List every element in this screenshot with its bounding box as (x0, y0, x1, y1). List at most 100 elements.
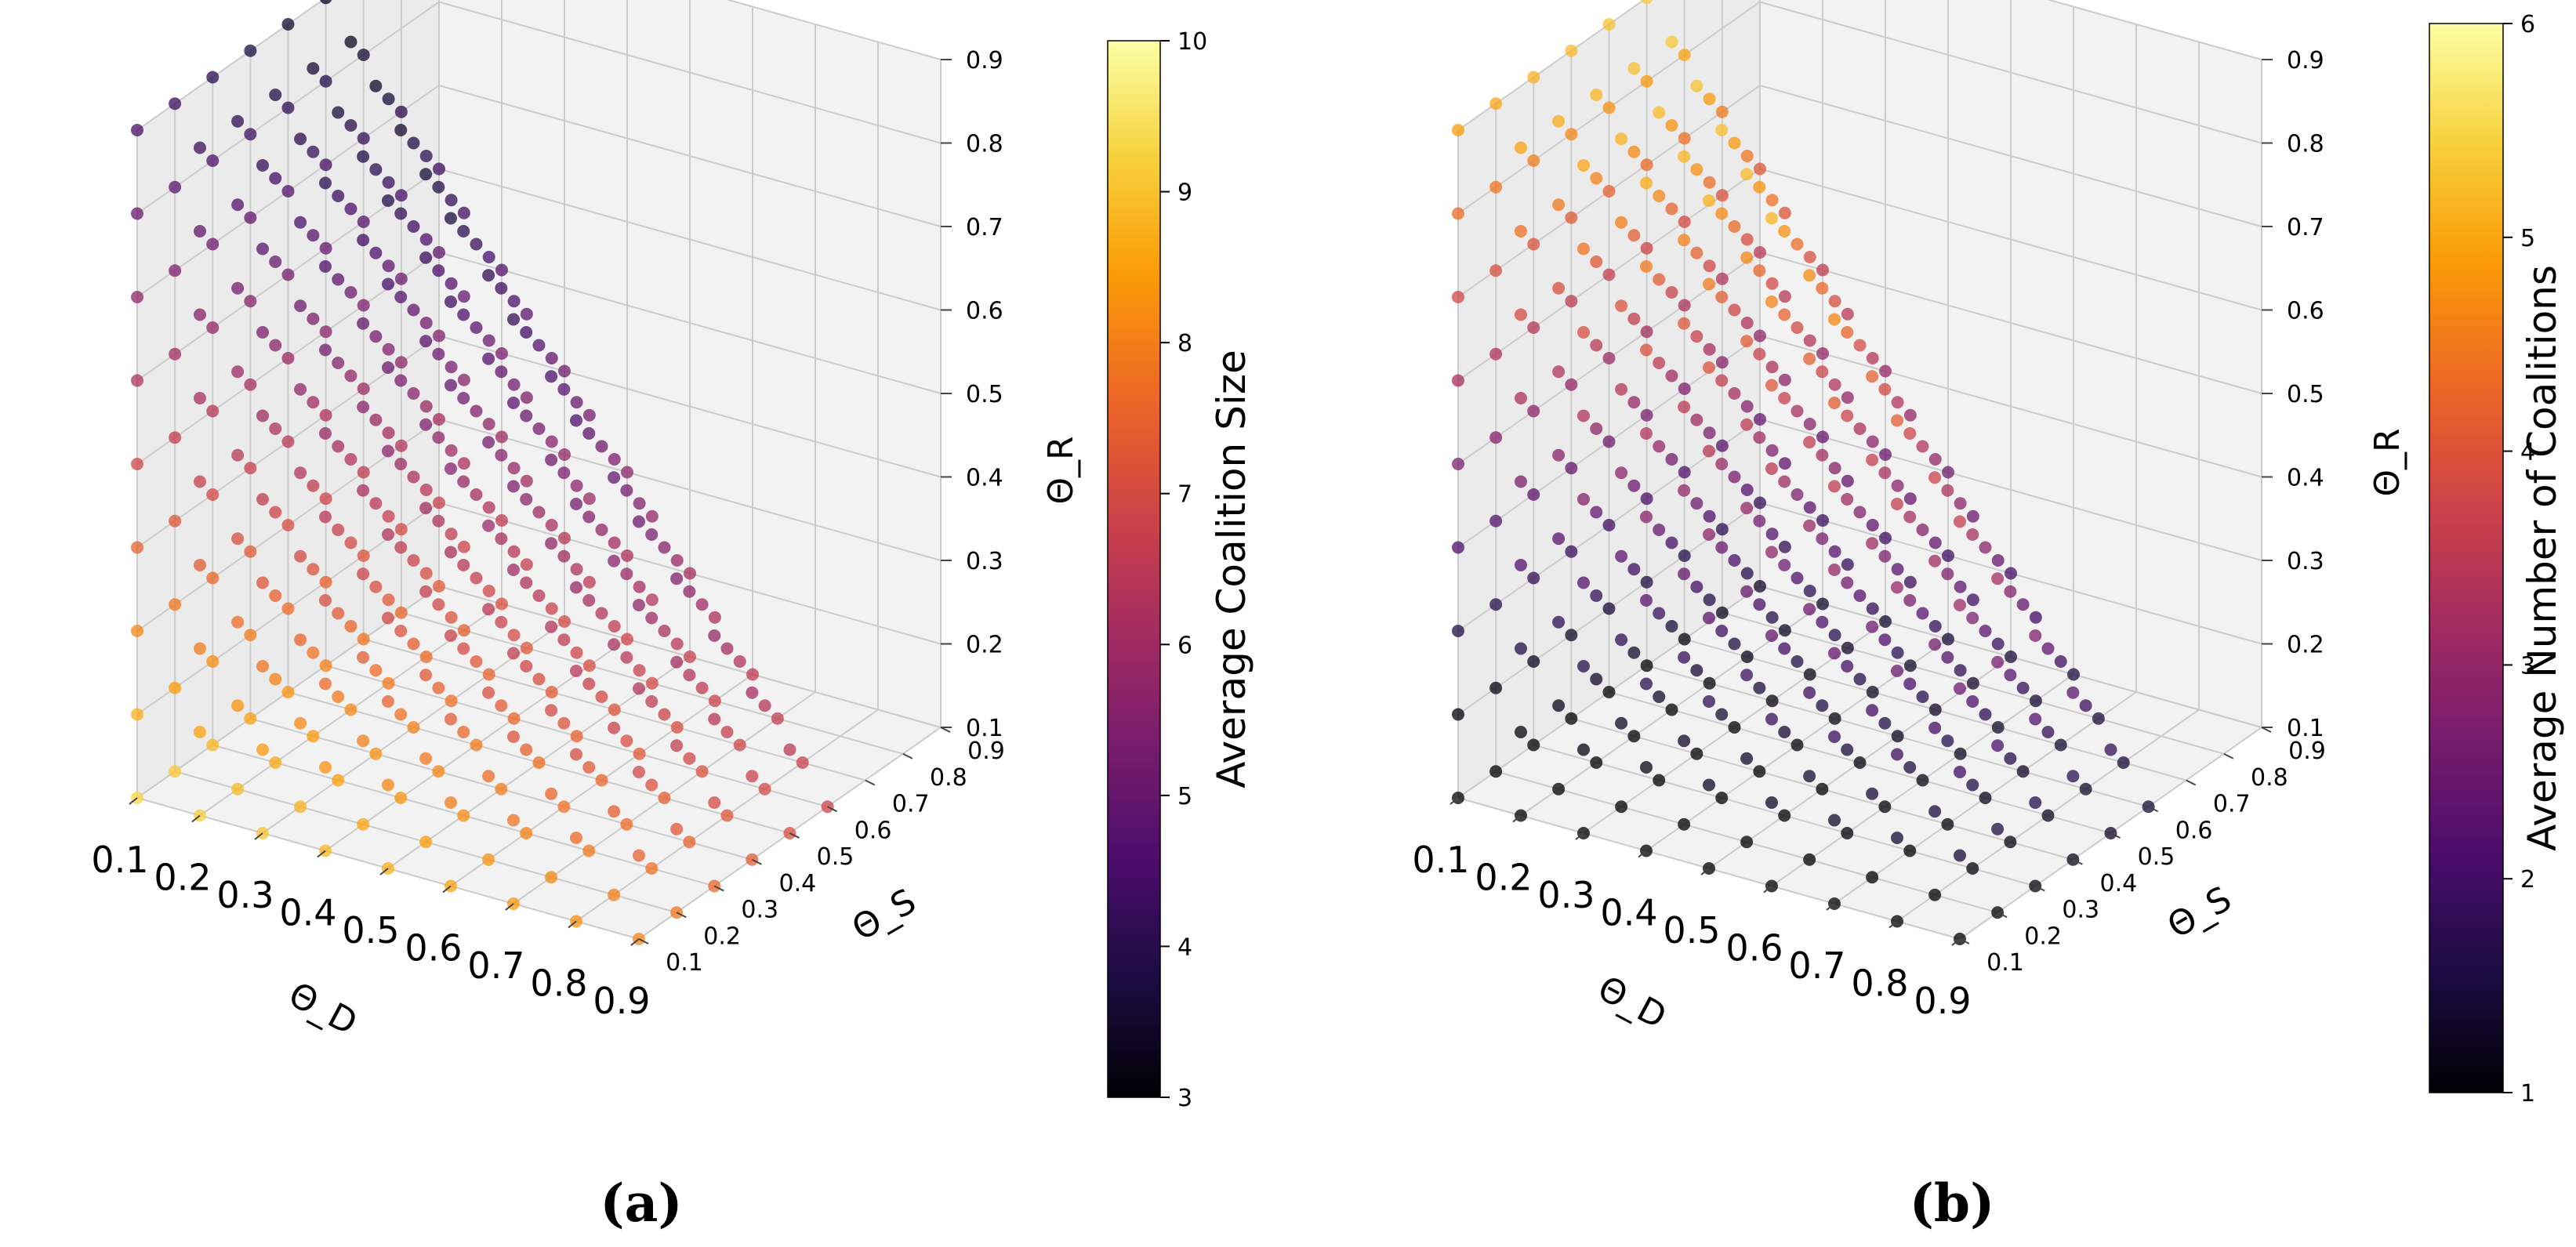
scatter-point (1640, 408, 1653, 422)
scatter-point (1640, 325, 1653, 339)
scatter-point (1941, 567, 1954, 581)
colorbar-tick-label: 6 (2520, 11, 2535, 38)
scatter-point (394, 523, 408, 536)
scatter-point (2041, 642, 2055, 655)
scatter-point (382, 343, 395, 356)
scatter-point (206, 571, 220, 585)
scatter-point (394, 606, 408, 619)
scatter-point (1690, 163, 1703, 176)
scatter-point (1740, 233, 1754, 246)
z-tick-label: 0.4 (2287, 465, 2324, 492)
x-axis-label: Θ_D (1591, 968, 1673, 1037)
scatter-point (1715, 458, 1729, 470)
scatter-point (708, 611, 721, 624)
scatter-point (1678, 234, 1691, 247)
scatter-point (319, 260, 332, 273)
scatter-point (1653, 273, 1666, 286)
scatter-point (1765, 694, 1779, 708)
x-tick (1826, 903, 1835, 911)
scatter-point (457, 392, 470, 404)
scatter-point (1928, 554, 1942, 567)
scatter-point (1816, 365, 1829, 379)
scatter-point (1653, 190, 1666, 202)
grid-line (1759, 85, 2262, 227)
scatter-point (319, 575, 332, 589)
scatter-point (382, 194, 394, 207)
scatter-point (1828, 295, 1841, 308)
colorbar (2429, 23, 2504, 1093)
scatter-point (1602, 686, 1616, 698)
scatter-point (1715, 374, 1729, 387)
scatter-point (645, 593, 659, 607)
scatter-point (256, 409, 269, 422)
z-tick-label: 0.9 (966, 47, 1003, 74)
scatter-point (545, 871, 558, 884)
scatter-point (1653, 607, 1666, 620)
scatter-point (1753, 431, 1766, 444)
scatter-point (1640, 260, 1653, 273)
scatter-point (332, 106, 345, 119)
scatter-point (532, 422, 546, 435)
scatter-point (357, 817, 370, 831)
scatter-point (1489, 180, 1503, 194)
scatter-point (1954, 682, 1966, 695)
scatter-point (570, 581, 582, 594)
scatter-point (1577, 743, 1590, 756)
scatter-point (532, 589, 546, 602)
scatter-point (1903, 761, 1917, 774)
scatter-point (131, 541, 143, 554)
scatter-point (1941, 484, 1954, 497)
scatter-point (457, 373, 470, 386)
scatter-point (1565, 712, 1578, 725)
scatter-point (495, 347, 508, 360)
scatter-point (520, 307, 533, 321)
scatter-point (1828, 397, 1841, 409)
scatter-point (1828, 480, 1841, 493)
scatter-point (1841, 743, 1854, 756)
scatter-point (344, 703, 357, 716)
scatter-point (507, 462, 521, 475)
scatter-point (684, 567, 696, 580)
colorbar (1107, 40, 1161, 1098)
scatter-point (1966, 593, 1979, 607)
scatter-point (206, 154, 220, 167)
scatter-point (1489, 97, 1503, 111)
scatter-point (1791, 237, 1804, 251)
scatter-point (444, 527, 458, 541)
scatter-point (645, 528, 659, 541)
scatter-point (670, 572, 684, 585)
scatter-point (1728, 136, 1741, 150)
scatter-point (633, 682, 645, 695)
scatter-point (1653, 440, 1666, 453)
scatter-point (470, 321, 483, 334)
scatter-point (1803, 501, 1816, 514)
scatter-point (1565, 378, 1578, 391)
scatter-point (683, 669, 696, 682)
scatter-point (2029, 629, 2042, 642)
scatter-point (231, 365, 245, 379)
scatter-point (194, 225, 206, 237)
scatter-point (1728, 637, 1741, 651)
scatter-point (319, 343, 332, 357)
scatter-point (557, 382, 571, 396)
scatter-point (1966, 528, 1979, 541)
scatter-point (1991, 739, 2005, 752)
scatter-point (369, 580, 383, 593)
scatter-point (1791, 738, 1804, 752)
scatter-point (470, 488, 483, 501)
scatter-point (1753, 514, 1766, 527)
scatter-point (645, 695, 659, 708)
y-tick (1959, 938, 1970, 944)
scatter-point (419, 651, 433, 663)
scatter-point (444, 694, 458, 708)
scatter-point (570, 414, 582, 427)
scatter-point (507, 295, 521, 308)
scatter-point (1703, 444, 1715, 458)
scatter-point (419, 567, 433, 580)
scatter-point (1602, 185, 1616, 198)
scatter-point (1828, 647, 1841, 660)
scatter-point (357, 734, 370, 748)
x-tick (129, 797, 138, 805)
scatter-point (1765, 295, 1778, 308)
